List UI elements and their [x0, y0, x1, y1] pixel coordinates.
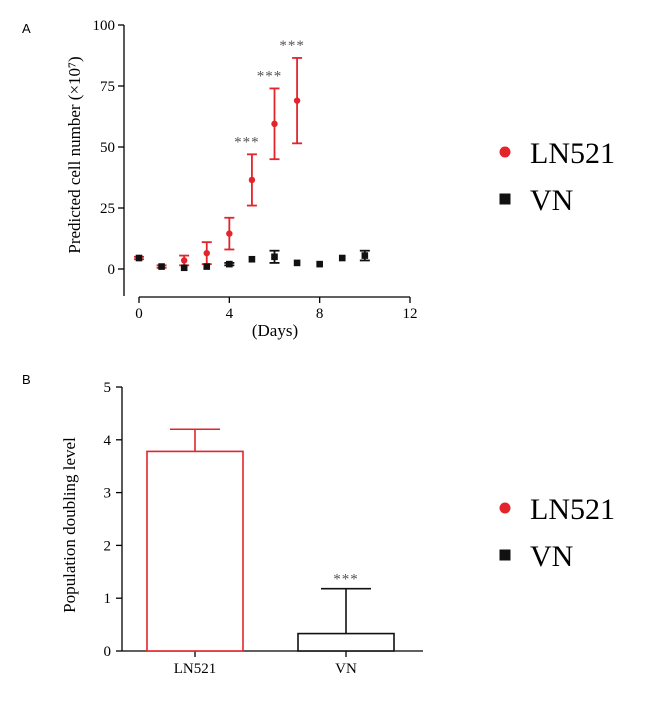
y-tick-label: 0	[108, 262, 116, 278]
x-tick-label: 12	[403, 306, 418, 322]
significance-label: ***	[234, 134, 260, 150]
data-point-ln521	[271, 120, 278, 128]
data-point-vn	[180, 264, 188, 272]
y-tick-label: 4	[104, 433, 112, 449]
bar-ln521	[146, 450, 244, 652]
panel-b-label: B	[22, 372, 31, 387]
y-tick-label: 25	[100, 201, 115, 217]
data-point-vn	[271, 253, 278, 261]
panel-a-legend-label-vn: VN	[530, 184, 573, 217]
panel-a-ylabel: Predicted cell number (×10⁷)	[65, 56, 84, 253]
y-tick-label: 1	[104, 591, 112, 607]
panel-a-xlabel: (Days)	[252, 321, 298, 340]
y-tick-label: 75	[100, 79, 115, 95]
y-tick-label: 0	[104, 644, 112, 660]
data-point-ln521	[248, 176, 256, 184]
data-point-vn	[316, 260, 323, 268]
panel-a-label: A	[22, 21, 31, 36]
panel-b-marks: ***	[146, 428, 395, 652]
panel-a-axes: 0 25 50 75 100 0 4 8 12	[93, 18, 418, 322]
y-tick-label: 2	[104, 538, 112, 554]
panel-a-marks: *** *** ***	[134, 38, 370, 272]
panel-b-legend-label-ln521: LN521	[530, 493, 615, 526]
data-point-vn	[361, 252, 369, 259]
x-tick-label: VN	[335, 661, 357, 677]
panel-a-legend-label-ln521: LN521	[530, 137, 615, 170]
data-point-ln521	[226, 230, 233, 237]
bar-vn	[297, 632, 395, 652]
data-point-ln521	[203, 249, 210, 257]
y-tick-label: 5	[104, 380, 112, 396]
significance-label: ***	[279, 38, 305, 54]
data-point-ln521	[293, 97, 301, 104]
data-point-vn	[135, 254, 143, 262]
x-tick-label: 8	[316, 306, 324, 322]
data-point-vn	[293, 259, 301, 267]
x-tick-label: 4	[226, 306, 234, 322]
panel-a-legend: LN521 VN	[499, 137, 615, 217]
panel-b-legend-marker-ln521	[499, 502, 511, 514]
data-point-ln521	[180, 257, 188, 264]
y-tick-label: 3	[104, 486, 112, 502]
data-point-vn	[226, 260, 233, 268]
x-tick-label: 0	[135, 306, 143, 322]
panel-a: A 0 25 50 75 100 0 4 8 12 *** *** *** (Days) Predi…	[22, 18, 615, 340]
data-point-vn	[203, 263, 211, 270]
data-point-vn	[248, 255, 256, 263]
panel-b-legend-marker-vn	[499, 549, 511, 561]
y-tick-label: 50	[100, 140, 115, 156]
panel-b-legend: LN521 VN	[499, 493, 615, 573]
significance-label: ***	[333, 572, 359, 588]
panel-a-legend-marker-ln521	[499, 146, 511, 158]
panel-a-legend-marker-vn	[499, 193, 511, 205]
panel-b: B 0 1 2 3 4 5 LN521 VN *** Population doubling …	[22, 372, 615, 677]
significance-label: ***	[257, 68, 283, 84]
x-tick-label: LN521	[174, 661, 217, 677]
panel-b-ylabel: Population doubling level	[60, 437, 79, 613]
data-point-vn	[158, 263, 165, 270]
y-tick-label: 100	[93, 18, 116, 34]
panel-b-legend-label-vn: VN	[530, 540, 573, 573]
data-point-vn	[338, 254, 346, 262]
